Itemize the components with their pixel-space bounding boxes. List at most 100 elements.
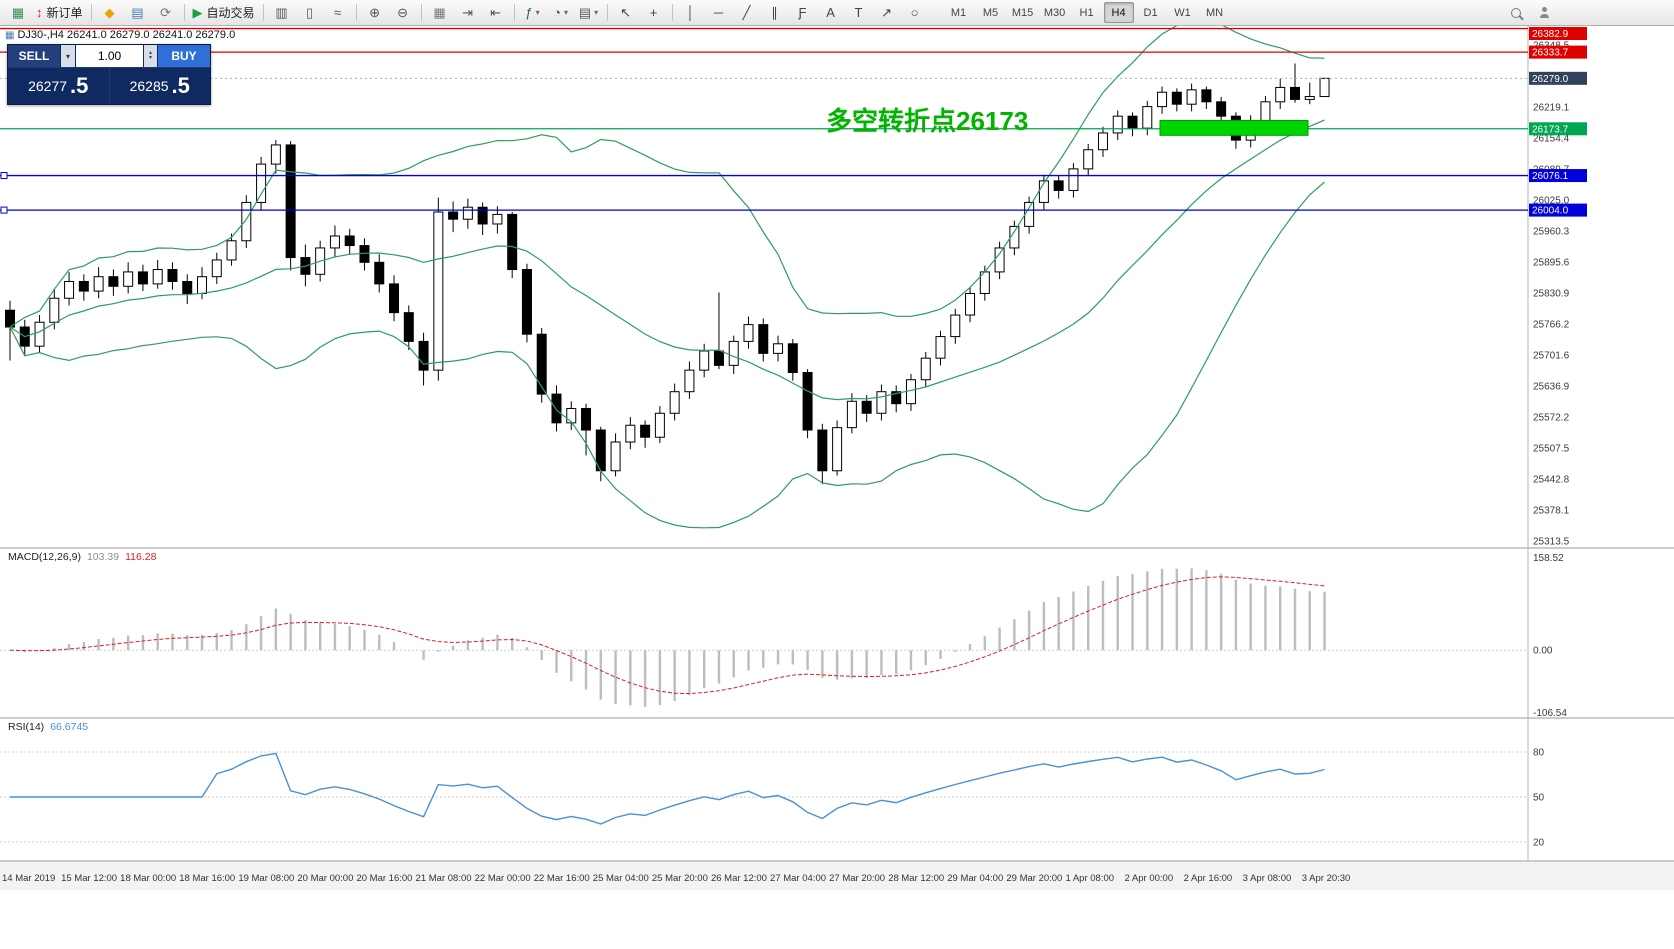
price-tick: 26154.4 [1533,134,1570,145]
arrows-icon[interactable]: ↗ [881,5,892,20]
periods-button[interactable]: ◔ ▾ [553,5,568,20]
time-label: 14 Mar 2019 [2,873,55,884]
time-label: 15 Mar 12:00 [61,873,117,884]
vertical-line-icon[interactable]: │ [686,5,695,20]
auto-scroll-icon[interactable]: ⇥ [462,5,473,20]
macd-value-signal: 116.28 [125,551,157,563]
one-click-trading-panel[interactable]: SELL ▾ 1.00 ▴ ▾ BUY 26277 .5 26285 .5 [7,44,211,105]
bollinger-lower [9,181,1325,529]
horizontal-line-icon[interactable]: ─ [713,5,724,20]
rsi-legend: RSI(14) 66.6745 [8,721,88,733]
fibonacci-icon[interactable]: Ƒ [798,5,807,20]
buy-price-main: 26285 [129,78,169,94]
toolbar-separator [262,4,264,21]
bollinger-middle [9,119,1325,401]
tf-m1[interactable]: M1 [950,6,967,19]
time-label: 26 Mar 12:00 [711,873,767,884]
price-tick: 25895.6 [1533,258,1570,269]
profile-icon[interactable] [1531,3,1557,23]
rsi-name: RSI(14) [8,721,45,733]
bars-chart-icon[interactable]: ▥ [275,5,288,20]
tf-m15[interactable]: M15 [1011,6,1034,19]
terminal-icon[interactable]: ▦ [11,5,25,20]
volume-input[interactable]: 1.00 [75,45,143,67]
cursor-icon[interactable]: ↖ [620,5,631,20]
chart-annotation-text: 多空转折点26173 [826,106,1029,136]
sell-button[interactable]: SELL [8,45,60,67]
macd-signal-line [9,576,1325,695]
candlestick-chart-icon[interactable]: ▯ [305,5,314,20]
search-icon[interactable] [1503,3,1529,23]
market-watch-icon[interactable]: ▤ [131,5,144,20]
price-tick: 26219.1 [1533,103,1570,114]
price-tick: 25378.1 [1533,506,1570,517]
shapes-icon[interactable]: ○ [910,5,919,20]
zoom-out-icon[interactable]: ⊖ [397,5,408,20]
volume-spinner[interactable]: ▴ ▾ [143,45,157,67]
macd-axis-label: -106.54 [1533,708,1567,719]
axis-label-26004.0 [1529,203,1587,217]
line-chart-icon[interactable]: ≈ [333,5,342,20]
macd-panel: 158.52 0.00 -106.54 [0,553,1567,719]
price-tick: 25507.5 [1533,444,1570,455]
time-axis-strip [0,862,1674,890]
time-label: 29 Mar 04:00 [947,873,1003,884]
price-tick: 25442.8 [1533,475,1570,486]
label-icon[interactable]: T [854,5,863,20]
time-label: 3 Apr 08:00 [1243,873,1292,884]
tf-w1[interactable]: W1 [1174,6,1191,19]
templates-button[interactable]: ▤ ▾ [578,5,599,20]
chart-shift-icon[interactable]: ⇤ [490,5,501,20]
time-label: 3 Apr 20:30 [1302,873,1351,884]
macd-value-main: 103.39 [86,551,120,563]
rsi-panel: 80 50 20 [0,748,1545,849]
crosshair-icon[interactable]: + [649,5,658,20]
tile-windows-icon[interactable]: ▦ [433,5,446,20]
autotrading-button[interactable]: ▶ 自动交易 [192,5,255,20]
trendline-icon[interactable]: ╱ [742,5,751,20]
symbol-ohlc-text: DJ30-,H4 26241.0 26279.0 26241.0 26279.0 [17,29,236,41]
text-icon[interactable]: A [826,5,835,20]
hline-handle[interactable] [0,206,8,214]
price-tick: 25636.9 [1533,381,1570,392]
axis-label-26076.1-text: 26076.1 [1532,171,1569,182]
time-label: 18 Mar 00:00 [120,873,176,884]
tf-m30[interactable]: M30 [1043,6,1066,19]
favorites-icon[interactable]: ◆ [104,5,115,20]
one-click-menu-icon[interactable]: ▾ [60,45,75,67]
tf-h1[interactable]: H1 [1079,6,1094,19]
toolbar-right [1502,3,1558,23]
price-tick: 26025.0 [1533,196,1570,207]
sell-price[interactable]: 26277 .5 [8,68,109,104]
new-order-button[interactable]: ↕ 新订单 [36,5,83,20]
hline-handle[interactable] [0,172,8,180]
tf-m5[interactable]: M5 [982,6,999,19]
toolbar-separator [420,4,422,21]
tf-h4[interactable]: H4 [1103,2,1134,23]
buy-price[interactable]: 26285 .5 [108,68,211,104]
sell-price-main: 26277 [28,78,68,94]
axis-label-26382.9 [1529,27,1587,40]
timeframe-group: M1 M5 M15 M30 H1 H4 D1 W1 MN [943,2,1231,23]
buy-button[interactable]: BUY [157,45,210,67]
horizontal-levels [0,27,1528,214]
axis-label-26004.0-text: 26004.0 [1532,206,1569,217]
macd-name: MACD(12,26,9) [8,551,81,563]
indicators-button[interactable]: ƒ ▾ [525,5,540,20]
highlight-bar[interactable] [1159,119,1309,136]
rsi-line [10,752,1325,825]
channel-icon[interactable]: ∥ [771,5,778,20]
price-tick: 25830.9 [1533,289,1570,300]
tf-mn[interactable]: MN [1205,6,1224,19]
time-axis: 14 Mar 2019 15 Mar 12:00 18 Mar 00:00 18 Ma… [2,873,1350,884]
tf-d1[interactable]: D1 [1143,6,1158,19]
price-tick: 25572.2 [1533,413,1570,424]
refresh-icon[interactable]: ⟳ [160,5,171,20]
toolbar-separator [355,4,357,21]
time-label: 19 Mar 08:00 [238,873,294,884]
axis-label-26173.7 [1529,122,1587,136]
time-label: 25 Mar 04:00 [593,873,649,884]
zoom-in-icon[interactable]: ⊕ [369,5,380,20]
time-label: 29 Mar 20:00 [1006,873,1062,884]
